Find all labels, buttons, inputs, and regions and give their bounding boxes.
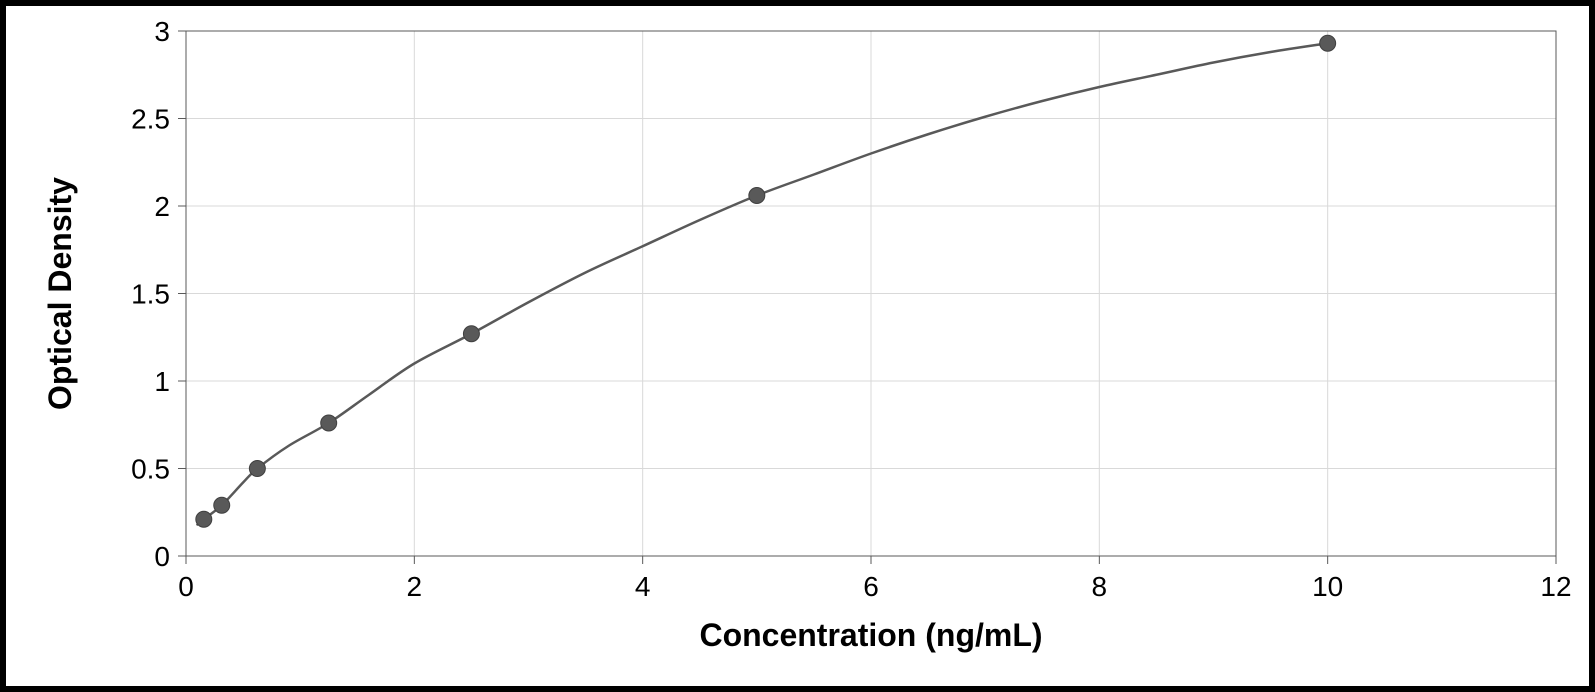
chart-svg: 0 2 4 6 8 10 12 0 0.5 1 1.5 2 2.5 3 Concentration (ng/… [6, 6, 1589, 686]
y-tick-label: 1.5 [131, 279, 170, 310]
y-tick-label: 2.5 [131, 104, 170, 135]
x-tick-label: 2 [407, 571, 423, 602]
data-point-marker [214, 497, 230, 513]
y-tick-label: 3 [154, 16, 170, 47]
data-point-marker [1320, 35, 1336, 51]
x-tick-label: 8 [1092, 571, 1108, 602]
data-point-marker [321, 415, 337, 431]
data-point-marker [463, 326, 479, 342]
x-axis-label: Concentration (ng/mL) [699, 617, 1042, 653]
y-tick-label: 0 [154, 541, 170, 572]
chart-frame: 0 2 4 6 8 10 12 0 0.5 1 1.5 2 2.5 3 Concentration (ng/… [0, 0, 1595, 692]
data-point-marker [249, 461, 265, 477]
y-axis-label: Optical Density [42, 177, 78, 410]
x-tick-label: 12 [1540, 571, 1571, 602]
x-tick-label: 6 [863, 571, 879, 602]
x-tick-label: 10 [1312, 571, 1343, 602]
data-point-marker [749, 188, 765, 204]
data-point-marker [196, 511, 212, 527]
x-tick-label: 4 [635, 571, 651, 602]
y-tick-label: 1 [154, 366, 170, 397]
y-tick-label: 2 [154, 191, 170, 222]
y-tick-label: 0.5 [131, 454, 170, 485]
x-tick-label: 0 [178, 571, 194, 602]
